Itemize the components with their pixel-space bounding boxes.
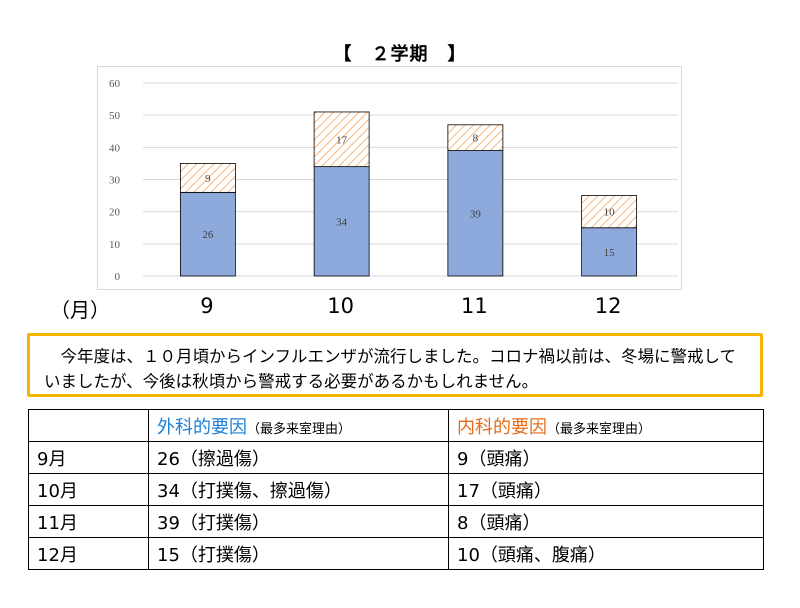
data-label: 26 [202,229,214,241]
table-row: 12月 15（打撲傷） 10（頭痛、腹痛） [28,537,764,570]
data-label: 8 [473,133,479,145]
y-tick-label: 60 [109,78,121,90]
internal-cell: 10（頭痛、腹痛） [448,537,764,570]
surgical-cell: 39（打撲傷） [148,505,449,538]
x-tick-label: 12 [594,294,622,318]
internal-header-sub: （最多来室理由） [547,421,652,437]
surgical-cell: 15（打撲傷） [148,537,449,570]
month-cell: 9月 [28,441,149,474]
surgical-cell: 34（打撲傷、擦過傷） [148,473,449,506]
internal-cell: 17（頭痛） [448,473,764,506]
x-unit-label: （月） [50,298,110,322]
header-internal: 内科的要因（最多来室理由） [448,409,764,442]
y-tick-label: 10 [109,239,121,251]
stacked-bar-chart: 0 10 20 30 40 50 60 26 9 34 17 39 8 15 10 [109,78,678,283]
comment-text: 今年度は、１０月頃からインフルエンザが流行しました。コロナ禍以前は、冬場に警戒し… [44,347,737,391]
x-tick-label: 9 [200,294,214,318]
chart-area: 0 10 20 30 40 50 60 26 9 34 17 39 8 15 10 [97,66,682,290]
bar-internal [179,163,236,193]
data-label: 10 [604,207,616,219]
bar-surgical [581,227,638,277]
y-tick-label: 20 [109,207,121,219]
bar-surgical [447,150,504,277]
data-label: 17 [336,134,348,146]
table-row: 11月 39（打撲傷） 8（頭痛） [28,505,764,538]
internal-header-title: 内科的要因 [457,416,547,438]
y-tick-label: 50 [109,110,121,122]
x-tick-label: 11 [461,294,488,318]
header-surgical: 外科的要因（最多来室理由） [148,409,449,442]
surgical-header-title: 外科的要因 [157,416,247,438]
y-tick-label: 40 [109,142,121,154]
month-cell: 10月 [28,473,149,506]
surgical-cell: 26（擦過傷） [148,441,449,474]
table-row: 10月 34（打撲傷、擦過傷） 17（頭痛） [28,473,764,506]
bar-internal [447,124,504,151]
table-row: 9月 26（擦過傷） 9（頭痛） [28,441,764,474]
reasons-table: 外科的要因（最多来室理由） 内科的要因（最多来室理由） 9月 26（擦過傷） 9… [28,409,764,570]
comment-box: 今年度は、１０月頃からインフルエンザが流行しました。コロナ禍以前は、冬場に警戒し… [27,333,763,397]
bar-surgical [313,166,370,277]
x-tick-label: 10 [327,294,354,318]
data-label: 34 [336,216,348,228]
data-label: 15 [604,247,616,259]
bar-internal [581,195,638,229]
y-tick-label: 30 [109,175,121,187]
surgical-header-sub: （最多来室理由） [247,421,352,437]
internal-cell: 8（頭痛） [448,505,764,538]
month-cell: 11月 [28,505,149,538]
header-empty-cell [28,409,149,442]
bar-internal [313,111,370,168]
internal-cell: 9（頭痛） [448,441,764,474]
chart-title: 【 ２学期 】 [333,44,467,65]
month-cell: 12月 [28,537,149,570]
data-label: 39 [470,208,482,220]
y-tick-label: 0 [115,271,121,283]
table-header-row: 外科的要因（最多来室理由） 内科的要因（最多来室理由） [28,409,764,442]
data-label: 9 [205,173,211,185]
bar-surgical [179,191,236,277]
